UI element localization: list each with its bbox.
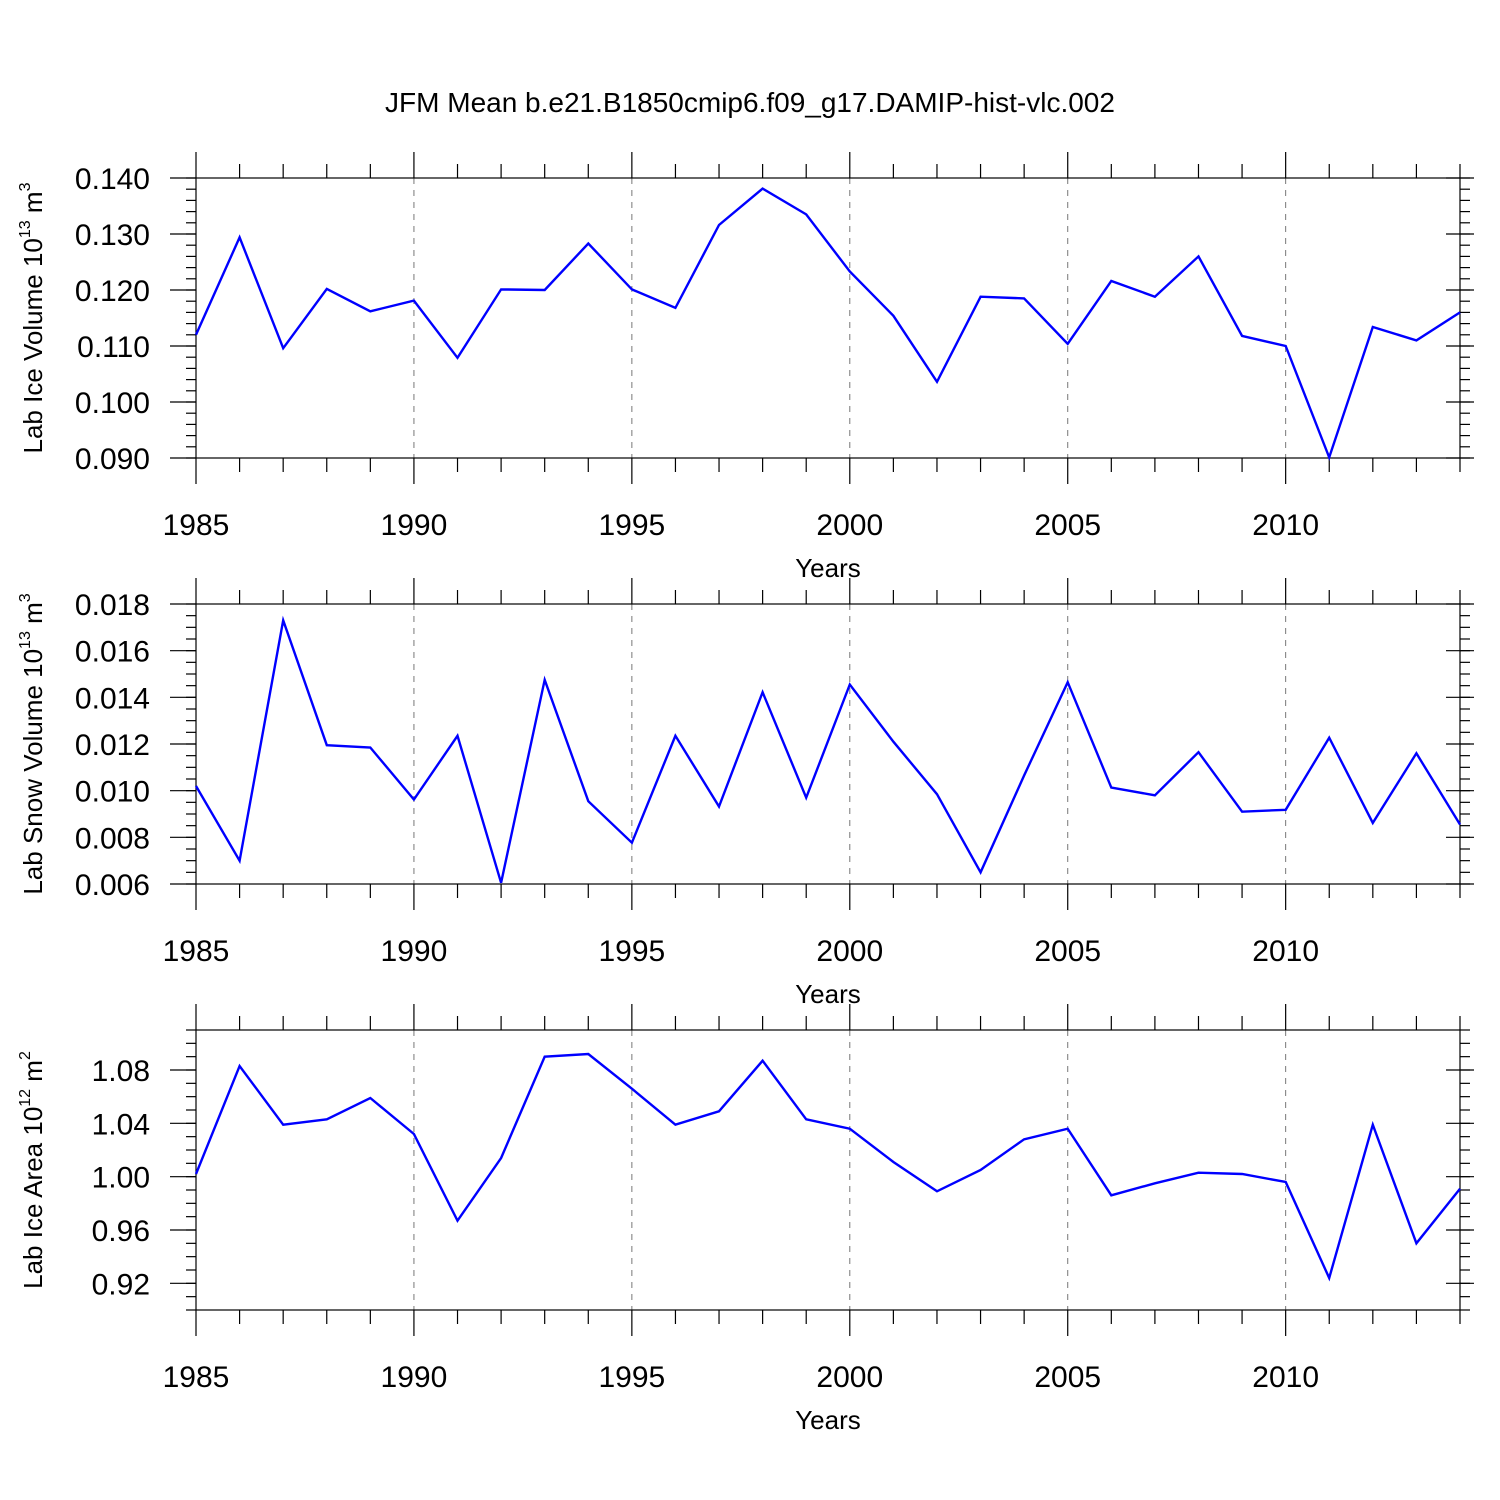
y-axis-label: Lab Snow Volume 1013 m3: [17, 593, 48, 894]
y-axis-label-exponent: 13: [17, 220, 34, 238]
y-axis-label-main: Lab Ice Volume 10: [18, 238, 48, 453]
x-tick-label: 2010: [1252, 935, 1319, 968]
y-tick-label: 0.110: [77, 331, 150, 364]
y-tick-label: 1.08: [92, 1055, 150, 1088]
x-tick-label: 1995: [598, 509, 665, 542]
x-tick-label: 1990: [381, 935, 448, 968]
x-tick-label: 1995: [598, 1361, 665, 1394]
y-axis-label-exponent: 12: [17, 1089, 34, 1107]
y-tick-label: 0.006: [75, 869, 150, 902]
x-tick-label: 2000: [816, 935, 883, 968]
x-tick-label: 2005: [1034, 935, 1101, 968]
y-tick-label: 0.130: [75, 219, 150, 252]
y-tick-label: 0.016: [75, 636, 150, 669]
plot-frame: [195, 177, 1461, 459]
series-line: [194, 615, 1462, 884]
x-tick-label: 2010: [1252, 1361, 1319, 1394]
figure-title: JFM Mean b.e21.B1850cmip6.f09_g17.DAMIP-…: [385, 87, 1115, 118]
y-axis-label-unit: m: [18, 1060, 48, 1089]
y-tick-label: 1.04: [92, 1108, 150, 1141]
y-axis-label-unit-exponent: 3: [17, 593, 34, 602]
x-tick-label: 1995: [598, 935, 665, 968]
y-tick-label: 0.010: [75, 776, 150, 809]
x-tick-label: 1990: [381, 509, 448, 542]
y-axis-label-unit: m: [18, 602, 48, 631]
y-tick-label: 0.96: [92, 1215, 150, 1248]
y-axis-label: Lab Ice Volume 1013 m3: [17, 182, 48, 453]
x-tick-label: 2000: [816, 1361, 883, 1394]
y-tick-label: 0.100: [75, 387, 150, 420]
y-tick-label: 0.120: [75, 275, 150, 308]
y-axis-label-unit-exponent: 3: [17, 182, 34, 191]
y-tick-label: 0.012: [75, 729, 150, 762]
y-tick-label: 0.008: [75, 822, 150, 855]
y-tick-label: 0.92: [92, 1268, 150, 1301]
y-axis-label-unit: m: [18, 191, 48, 220]
chart-panel-3: 1985 1990 1995 2000 2005 2010 Years 0.92 0.96 1.0…: [17, 1004, 1474, 1435]
x-tick-label: 1990: [381, 1361, 448, 1394]
y-axis-label-main: Lab Snow Volume 10: [18, 649, 48, 895]
x-tick-label: 2005: [1034, 1361, 1101, 1394]
y-axis-label: Lab Ice Area 1012 m2: [17, 1051, 48, 1289]
y-tick-label: 0.090: [75, 443, 150, 476]
chart-panel-2: 1985 1990 1995 2000 2005 2010 Years 0.006 0.008 0…: [17, 578, 1474, 1009]
x-tick-label: 1985: [163, 1361, 230, 1394]
series-line: [194, 1052, 1461, 1282]
x-axis-label: Years: [795, 553, 861, 583]
y-tick-label: 0.018: [75, 589, 150, 622]
x-tick-label: 2010: [1252, 509, 1319, 542]
y-axis-label-exponent: 13: [17, 631, 34, 649]
y-axis-label-main: Lab Ice Area 10: [18, 1107, 48, 1289]
series-line: [194, 187, 1461, 461]
plot-frame: [195, 1029, 1461, 1311]
y-axis-label-unit-exponent: 2: [17, 1051, 34, 1060]
x-tick-label: 2005: [1034, 509, 1101, 542]
x-tick-label: 2000: [816, 509, 883, 542]
y-tick-label: 1.00: [92, 1162, 150, 1195]
x-axis-label: Years: [795, 979, 861, 1009]
y-tick-label: 0.014: [75, 682, 150, 715]
y-tick-label: 0.140: [75, 163, 150, 196]
panels: 1985 1990 1995 2000 2005 2010 Years 0.090 0.100 0…: [17, 152, 1474, 1435]
x-axis-label: Years: [795, 1405, 861, 1435]
x-tick-label: 1985: [163, 509, 230, 542]
x-tick-label: 1985: [163, 935, 230, 968]
chart-panel-1: 1985 1990 1995 2000 2005 2010 Years 0.090 0.100 0…: [17, 152, 1474, 583]
